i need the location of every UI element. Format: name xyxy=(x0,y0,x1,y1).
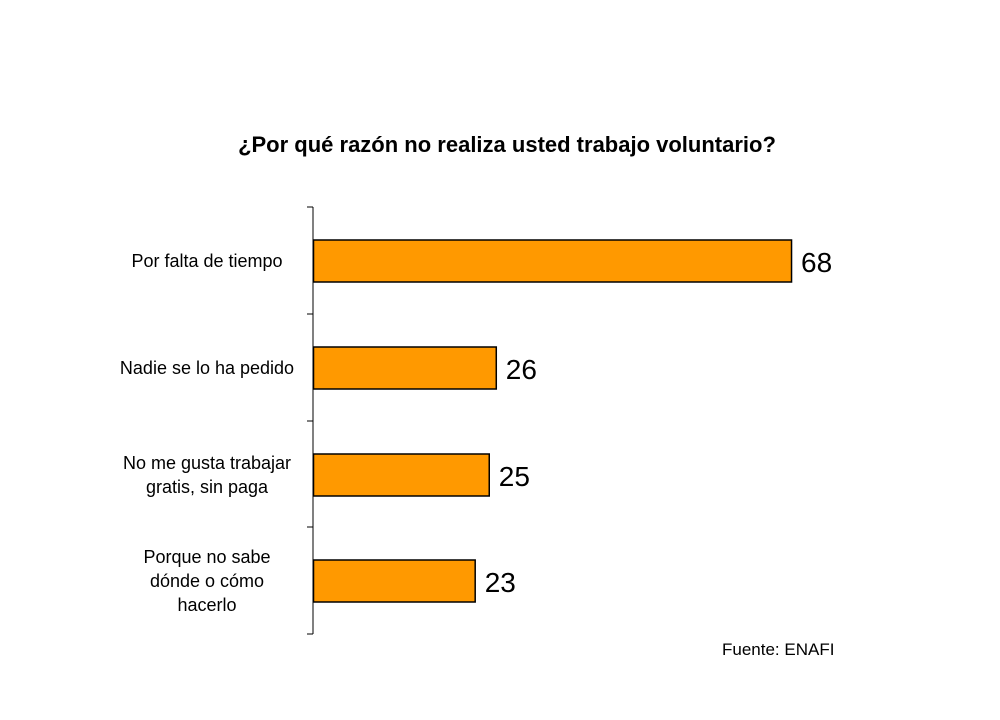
data-label: 25 xyxy=(499,461,530,492)
category-label: gratis, sin paga xyxy=(146,477,269,497)
data-label: 26 xyxy=(506,354,537,385)
bar xyxy=(312,346,498,390)
chart-title: ¿Por qué razón no realiza usted trabajo … xyxy=(238,132,776,157)
category-label: Porque no sabe xyxy=(143,547,270,567)
data-label: 68 xyxy=(801,247,832,278)
bar xyxy=(312,239,793,283)
category-label: Nadie se lo ha pedido xyxy=(120,358,294,378)
source-note: Fuente: ENAFI xyxy=(722,640,835,659)
category-label: dónde o cómo xyxy=(150,571,264,591)
bar xyxy=(312,453,490,497)
category-label: Por falta de tiempo xyxy=(131,251,282,271)
category-label: No me gusta trabajar xyxy=(123,453,291,473)
data-label: 23 xyxy=(485,567,516,598)
bar xyxy=(312,559,476,603)
category-label: hacerlo xyxy=(177,595,236,615)
